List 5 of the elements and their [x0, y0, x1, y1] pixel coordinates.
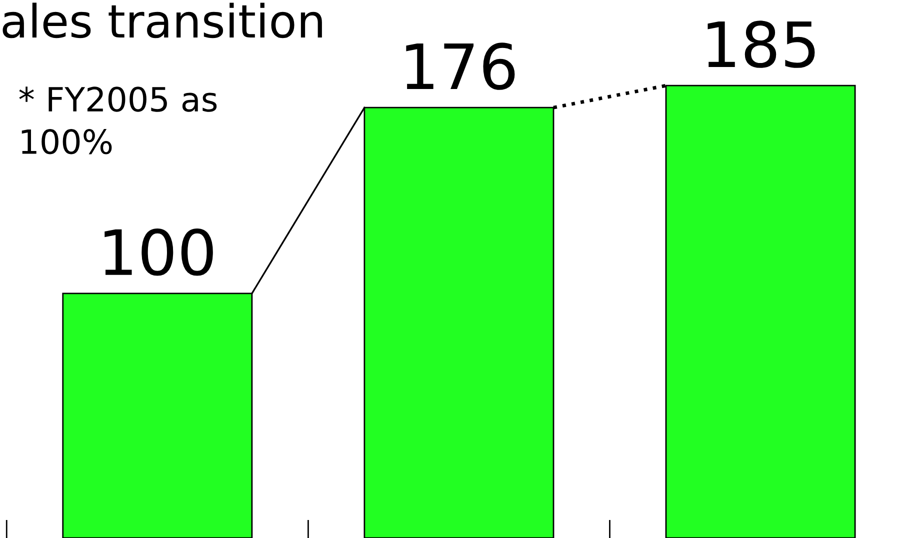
chart-title: ales transition	[2, 2, 322, 38]
data-label: 185	[708, 20, 815, 68]
data-label: 176	[406, 42, 515, 90]
annotation: * FY2005 as 100%	[19, 86, 217, 154]
data-label: 100	[104, 228, 213, 276]
